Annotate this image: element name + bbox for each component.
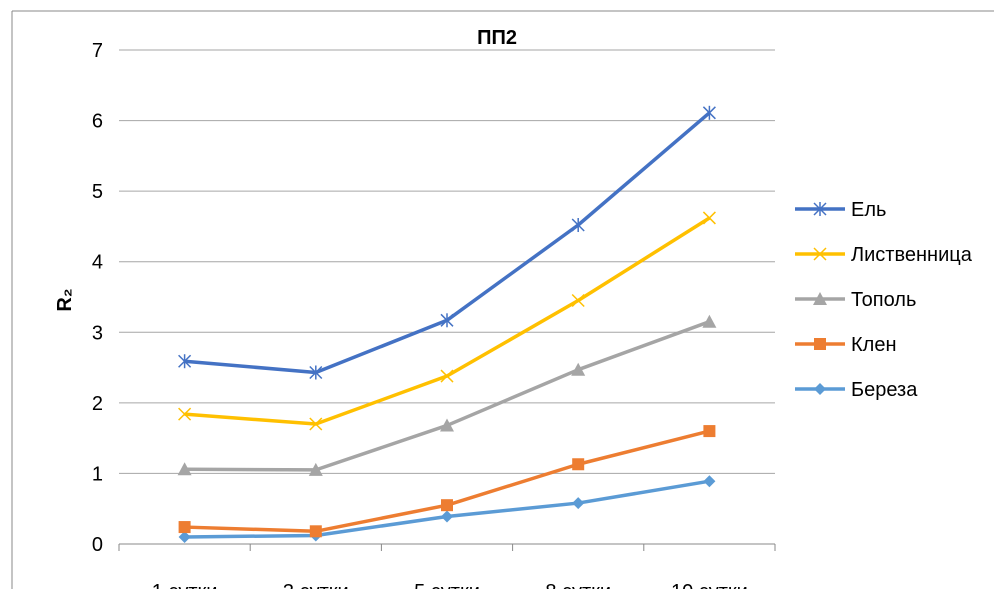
point-marker [702,314,717,328]
point-marker [703,475,716,488]
series-x [178,211,716,431]
x-tick-label: 5 сутки [414,581,480,589]
point-marker [178,407,192,421]
legend-label: Лиственница [851,244,973,266]
point-marker [814,338,826,350]
point-marker [308,462,323,476]
point-marker [572,497,585,510]
series-asterisk [178,105,716,380]
point-marker [309,525,322,538]
series-square [178,425,716,538]
series-line [184,320,711,472]
y-axis-label: R₂ [54,288,76,311]
marker-stroke [702,211,716,225]
x-tick-label: 1 сутки [152,581,218,589]
point-marker [571,293,585,308]
point-marker [178,354,192,369]
y-tick-label: 7 [92,40,103,62]
y-tick-label: 2 [92,393,103,415]
point-marker [178,521,191,534]
point-marker [702,105,716,120]
y-tick-label: 4 [92,252,103,274]
marker-stroke [440,369,454,383]
legend-item: Ель [795,199,886,221]
point-marker [440,313,454,328]
point-marker [813,292,827,305]
marker-stroke [309,417,323,431]
legend-label: Ель [851,199,886,221]
point-marker [440,418,454,432]
chart-title: ПП2 [477,27,517,49]
point-marker [571,362,586,376]
marker-stroke [571,293,585,308]
y-tick-label: 6 [92,111,103,133]
series-line [184,111,711,375]
point-marker [814,383,826,395]
x-tick-label: 10 сутки [671,581,748,589]
grid-lines [119,49,775,474]
series-lines [177,105,717,543]
marker-stroke [178,407,192,421]
y-tick-label: 3 [92,322,103,344]
point-marker [702,211,716,225]
point-marker [441,510,453,523]
legend-label: Береза [851,379,918,401]
legend-item: Тополь [795,289,916,311]
point-marker [572,458,585,471]
point-marker [309,365,323,380]
legend-item: Береза [795,379,918,401]
point-marker [309,417,323,431]
legend: Ель Лиственница Тополь Клен Береза [795,199,973,401]
point-marker [441,499,453,512]
legend-label: Клен [851,334,897,356]
x-tick-label: 3 сутки [283,581,349,589]
y-tick-label: 1 [92,463,103,485]
y-tick-label: 0 [92,534,103,556]
point-marker [178,530,191,543]
legend-item: Клен [795,334,897,356]
legend-item: Лиственница [795,244,973,266]
point-marker [703,425,716,438]
point-marker [813,202,827,216]
y-tick-label: 5 [92,181,103,203]
legend-label: Тополь [851,289,916,311]
axes: 0 1 2 3 4 5 6 7 1 сутки 3 сутки 5 сутки 8 сутки 10 с… [92,40,776,589]
marker-stroke [813,247,827,261]
series-triangle [177,314,717,476]
x-tick-label: 8 сутки [545,581,611,589]
point-marker [440,369,454,383]
point-marker [571,218,585,233]
point-marker [813,247,827,261]
point-marker [177,462,192,476]
